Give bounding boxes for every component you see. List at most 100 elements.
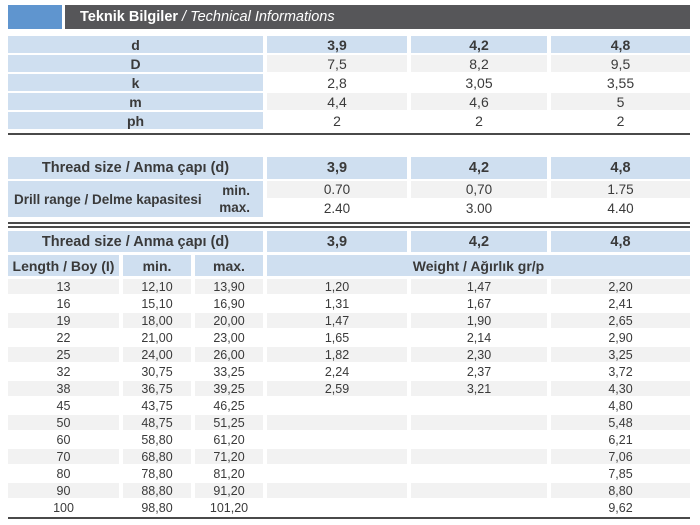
t1-label-d: d — [8, 36, 263, 53]
t3-row-90-min: 88,80 — [123, 483, 191, 498]
t3-row-13-weight-2: 2,20 — [551, 279, 690, 294]
t3-row-19-weight-0: 1,47 — [267, 313, 407, 328]
t1-D-col-1: 8,2 — [411, 55, 547, 72]
t3-row-16-length: 16 — [8, 296, 119, 311]
t3-row-70-weight-0 — [267, 449, 407, 464]
t3-header-col-2: 4,8 — [551, 231, 690, 252]
t3-row-32-weight-2: 3,72 — [551, 364, 690, 379]
t3-row-50-max: 51,25 — [195, 415, 263, 430]
t3-row-70-length: 70 — [8, 449, 119, 464]
t3-row-16-weight-2: 2,41 — [551, 296, 690, 311]
t3-row-25-weight-0: 1,82 — [267, 347, 407, 362]
t1-k-col-2: 3,55 — [551, 74, 690, 91]
t3-row-50-min: 48,75 — [123, 415, 191, 430]
t3-row-100-min: 98,80 — [123, 500, 191, 515]
t3-row-80-weight-0 — [267, 466, 407, 481]
t3-row-13-weight-0: 1,20 — [267, 279, 407, 294]
t3-row-70-weight-1 — [411, 449, 547, 464]
t2-max-col-0: 2.40 — [267, 200, 407, 217]
t3-row-19-max: 20,00 — [195, 313, 263, 328]
t3-row-19-weight-1: 1,90 — [411, 313, 547, 328]
t3-row-100-length: 100 — [8, 500, 119, 515]
t3-row-22-weight-1: 2,14 — [411, 330, 547, 345]
t3-row-60-weight-0 — [267, 432, 407, 447]
t3-row-16-min: 15,10 — [123, 296, 191, 311]
t3-row-45-weight-2: 4,80 — [551, 398, 690, 413]
t3-row-13-min: 12,10 — [123, 279, 191, 294]
t3-header-col-1: 4,2 — [411, 231, 547, 252]
t3-row-16-weight-0: 1,31 — [267, 296, 407, 311]
t2-header-col-0: 3,9 — [267, 157, 407, 179]
t3-row-25-max: 26,00 — [195, 347, 263, 362]
t1-k-col-0: 2,8 — [267, 74, 407, 91]
t3-row-80-weight-1 — [411, 466, 547, 481]
t2-drill-range-cell: Drill range / Delme kapasitesi min. max. — [8, 181, 263, 217]
t3-row-19-weight-2: 2,65 — [551, 313, 690, 328]
t3-row-60-length: 60 — [8, 432, 119, 447]
t3-row-19-length: 19 — [8, 313, 119, 328]
t3-row-100-weight-0 — [267, 500, 407, 515]
t3-row-80-length: 80 — [8, 466, 119, 481]
t1-d-col-1: 4,2 — [411, 36, 547, 53]
t3-row-80-max: 81,20 — [195, 466, 263, 481]
t1-ph-col-2: 2 — [551, 112, 690, 129]
t3-row-50-weight-1 — [411, 415, 547, 430]
t3-row-60-weight-2: 6,21 — [551, 432, 690, 447]
t3-row-45-weight-0 — [267, 398, 407, 413]
title-separator: / — [182, 9, 187, 25]
t3-row-50-weight-2: 5,48 — [551, 415, 690, 430]
title-bar: Teknik Bilgiler / Technical Informations — [8, 5, 690, 29]
t3-row-25-weight-1: 2,30 — [411, 347, 547, 362]
t3-row-38-weight-0: 2,59 — [267, 381, 407, 396]
t3-row-22-weight-2: 2,90 — [551, 330, 690, 345]
t3-row-22-max: 23,00 — [195, 330, 263, 345]
table2-table3-divider — [8, 222, 690, 228]
t3-row-32-length: 32 — [8, 364, 119, 379]
t3-row-38-max: 39,25 — [195, 381, 263, 396]
t3-header-col-0: 3,9 — [267, 231, 407, 252]
t2-header-col-1: 4,2 — [411, 157, 547, 179]
t3-row-13-weight-1: 1,47 — [411, 279, 547, 294]
t3-row-25-min: 24,00 — [123, 347, 191, 362]
min-column-header: min. — [123, 255, 191, 276]
t3-row-16-weight-1: 1,67 — [411, 296, 547, 311]
max-label: max. — [219, 200, 250, 215]
t3-row-60-max: 61,20 — [195, 432, 263, 447]
t1-k-col-1: 3,05 — [411, 74, 547, 91]
page-title-turkish: Teknik Bilgiler — [80, 9, 179, 25]
t2-max-col-2: 4.40 — [551, 200, 690, 217]
t1-label-m: m — [8, 93, 263, 110]
t3-row-32-min: 30,75 — [123, 364, 191, 379]
t1-m-col-1: 4,6 — [411, 93, 547, 110]
t2-min-col-2: 1.75 — [551, 181, 690, 198]
t1-m-col-2: 5 — [551, 93, 690, 110]
t1-ph-col-1: 2 — [411, 112, 547, 129]
t1-D-col-0: 7,5 — [267, 55, 407, 72]
page-title-english: Technical Informations — [190, 9, 335, 25]
t3-row-45-weight-1 — [411, 398, 547, 413]
t3-row-22-min: 21,00 — [123, 330, 191, 345]
t3-row-100-max: 101,20 — [195, 500, 263, 515]
t3-row-32-weight-1: 2,37 — [411, 364, 547, 379]
t3-row-45-length: 45 — [8, 398, 119, 413]
t3-row-22-length: 22 — [8, 330, 119, 345]
t3-row-32-max: 33,25 — [195, 364, 263, 379]
t3-row-16-max: 16,90 — [195, 296, 263, 311]
t3-row-100-weight-2: 9,62 — [551, 500, 690, 515]
t3-row-90-weight-0 — [267, 483, 407, 498]
t1-ph-col-0: 2 — [267, 112, 407, 129]
t3-row-38-weight-1: 3,21 — [411, 381, 547, 396]
t3-row-80-weight-2: 7,85 — [551, 466, 690, 481]
table3-bottom-rule — [8, 517, 690, 519]
t1-D-col-2: 9,5 — [551, 55, 690, 72]
t3-row-38-length: 38 — [8, 381, 119, 396]
t3-row-19-min: 18,00 — [123, 313, 191, 328]
t3-row-13-length: 13 — [8, 279, 119, 294]
t1-label-ph: ph — [8, 112, 263, 129]
t3-row-60-weight-1 — [411, 432, 547, 447]
t3-row-25-length: 25 — [8, 347, 119, 362]
t1-d-col-0: 3,9 — [267, 36, 407, 53]
t2-header-label: Thread size / Anma çapı (d) — [8, 157, 263, 179]
t1-m-col-0: 4,4 — [267, 93, 407, 110]
